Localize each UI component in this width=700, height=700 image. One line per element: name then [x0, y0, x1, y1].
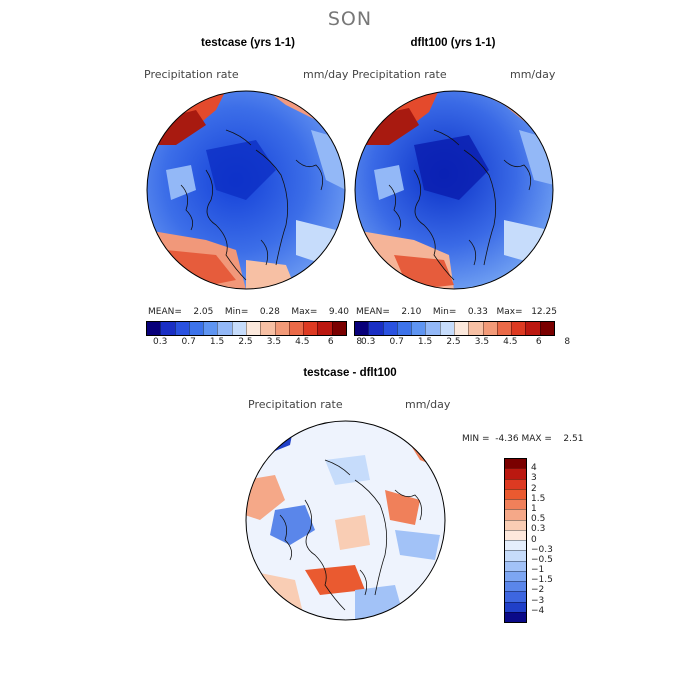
colorbar-swatch: [505, 478, 526, 489]
colorbar-tick-label: 0.3: [531, 524, 546, 535]
colorbar-swatch: [147, 322, 161, 335]
stats-testcase: MEAN= 2.05 Min= 0.28 Max= 9.40: [148, 307, 349, 317]
colorbar-swatch: [505, 540, 526, 551]
colorbar-swatch: [525, 322, 540, 335]
colorbar-testcase: [146, 321, 347, 336]
colorbar-tick-label: 4.5: [503, 337, 518, 347]
colorbar-tick-label: 3: [531, 473, 537, 484]
colorbar-swatch: [468, 322, 483, 335]
colorbar-swatch: [505, 611, 526, 622]
colorbar-tick-label: 0.3: [361, 337, 376, 347]
colorbar-swatch: [396, 322, 412, 335]
colorbar-tick-label: 1.5: [531, 493, 546, 504]
colorbar-tick-label: −0.5: [531, 554, 553, 565]
colorbar-tick-label: 1: [531, 503, 537, 514]
colorbar-tick-label: 0.5: [531, 514, 546, 525]
colorbar-swatch: [482, 322, 497, 335]
colorbar-swatch: [368, 322, 383, 335]
polar-map-dflt100: [354, 90, 554, 290]
colorbar-swatch: [505, 459, 526, 469]
colorbar-tick-label: −0.3: [531, 544, 553, 555]
colorbar-tick-label: 6: [535, 337, 542, 347]
colorbar-swatch: [505, 499, 526, 510]
colorbar-tick-label: −1.5: [531, 575, 553, 586]
colorbar-tick-label: 6: [327, 337, 334, 347]
variable-label-dflt100: Precipitation rate: [352, 68, 447, 81]
colorbar-tick-label: 8: [564, 337, 571, 347]
colorbar-swatch: [505, 488, 526, 499]
colorbar-tick-label: 2.5: [446, 337, 461, 347]
colorbar-diff: [504, 458, 527, 623]
figure-title: SON: [327, 8, 373, 30]
colorbar-tick-label: 0.7: [389, 337, 404, 347]
colorbar-swatch: [231, 322, 246, 335]
colorbar-swatch: [505, 550, 526, 561]
colorbar-swatch: [505, 529, 526, 540]
colorbar-tick-label: −4: [531, 605, 545, 616]
panel-title-testcase: testcase (yrs 1-1): [201, 37, 295, 49]
colorbar-ticks-diff: 4 3 2 1.5 1 0.5 0.3 0 −0.3 −0.5 −1 −1.5 −2 −3 −4: [531, 458, 571, 621]
polar-map-diff: [245, 420, 446, 621]
colorbar-swatch: [245, 322, 261, 335]
colorbar-tick-label: 1.5: [417, 337, 433, 347]
colorbar-swatch: [160, 322, 175, 335]
colorbar-swatch: [317, 322, 332, 335]
units-label-testcase: mm/day: [303, 68, 349, 81]
colorbar-swatch: [505, 581, 526, 592]
colorbar-swatch: [260, 322, 275, 335]
colorbar-swatch: [453, 322, 469, 335]
colorbar-tick-label: 2: [531, 483, 537, 494]
colorbar-swatch: [439, 322, 454, 335]
panel-title-diff: testcase - dflt100: [303, 367, 397, 379]
colorbar-swatch: [539, 322, 554, 335]
colorbar-swatch: [496, 322, 512, 335]
colorbar-swatch: [274, 322, 289, 335]
colorbar-tick-label: −1: [531, 565, 545, 576]
colorbar-swatch: [505, 468, 526, 479]
colorbar-tick-label: −3: [531, 595, 545, 606]
units-label-dflt100: mm/day: [510, 68, 556, 81]
colorbar-swatch: [505, 591, 526, 602]
colorbar-tick-label: 0.3: [153, 337, 168, 347]
colorbar-swatch: [203, 322, 218, 335]
colorbar-tick-label: 4: [531, 463, 537, 474]
colorbar-swatch: [303, 322, 318, 335]
colorbar-tick-label: 0: [531, 534, 537, 545]
colorbar-swatch: [217, 322, 232, 335]
stats-diff: MIN = -4.36 MAX = 2.51: [462, 434, 584, 444]
colorbar-tick-label: −2: [531, 585, 545, 596]
colorbar-swatch: [505, 560, 526, 571]
colorbar-ticks-dflt100: 0.3 0.7 1.5 2.5 3.5 4.5 6 8: [354, 337, 570, 349]
polar-map-testcase: [146, 90, 346, 290]
colorbar-swatch: [355, 322, 369, 335]
colorbar-swatch: [505, 601, 526, 612]
colorbar-swatch: [505, 570, 526, 581]
colorbar-tick-label: 8: [356, 337, 363, 347]
variable-label-diff: Precipitation rate: [248, 398, 343, 411]
colorbar-tick-label: 2.5: [238, 337, 253, 347]
colorbar-swatch: [288, 322, 304, 335]
colorbar-swatch: [382, 322, 397, 335]
units-label-diff: mm/day: [405, 398, 451, 411]
stats-dflt100: MEAN= 2.10 Min= 0.33 Max= 12.25: [356, 307, 557, 317]
colorbar-tick-label: 1.5: [209, 337, 225, 347]
colorbar-tick-label: 4.5: [295, 337, 310, 347]
colorbar-tick-label: 3.5: [266, 337, 282, 347]
colorbar-tick-label: 0.7: [181, 337, 196, 347]
colorbar-swatch: [511, 322, 526, 335]
colorbar-dflt100: [354, 321, 555, 336]
colorbar-swatch: [411, 322, 426, 335]
colorbar-swatch: [505, 509, 526, 520]
colorbar-swatch: [188, 322, 204, 335]
colorbar-swatch: [425, 322, 440, 335]
colorbar-swatch: [174, 322, 189, 335]
colorbar-tick-label: 3.5: [474, 337, 490, 347]
colorbar-swatch: [331, 322, 346, 335]
variable-label-testcase: Precipitation rate: [144, 68, 239, 81]
panel-title-dflt100: dflt100 (yrs 1-1): [410, 37, 496, 49]
colorbar-ticks-testcase: 0.3 0.7 1.5 2.5 3.5 4.5 6 8: [146, 337, 362, 349]
colorbar-swatch: [505, 519, 526, 530]
